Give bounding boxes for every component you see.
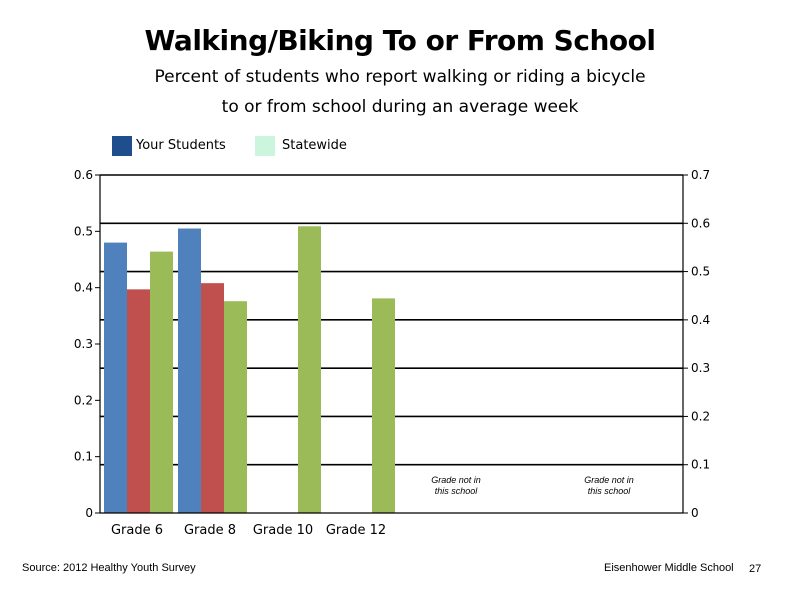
x-axis-category-label: Grade 12 (326, 523, 386, 538)
page-number: 27 (749, 563, 762, 575)
right-axis-tick-label: 0.7 (691, 168, 710, 182)
left-axis-tick-label: 0.1 (74, 450, 93, 464)
left-axis-tick-label: 0.4 (74, 281, 93, 295)
left-axis-tick-label: 0.3 (74, 337, 93, 351)
bar (372, 298, 395, 513)
chart-subtitle-line2: to or from school during an average week (221, 97, 579, 117)
right-axis-tick-label: 0.3 (691, 361, 710, 375)
left-axis-tick-label: 0.2 (74, 393, 93, 407)
school-name: Eisenhower Middle School (604, 562, 734, 574)
bar (178, 228, 201, 513)
right-axis-tick-label: 0.1 (691, 458, 710, 472)
legend-label-your-students: Your Students (136, 138, 226, 153)
x-axis-category-label: Grade 8 (184, 523, 236, 538)
legend-label-statewide: Statewide (282, 138, 347, 153)
x-axis-category-label: Grade 10 (253, 523, 313, 538)
chart-title: Walking/Biking To or From School (144, 24, 656, 57)
annotation-line2: this school (435, 486, 479, 496)
annotation-line2: this school (588, 486, 632, 496)
left-axis-tick-label: 0.6 (74, 168, 93, 182)
bar (104, 242, 127, 513)
legend-swatch-your-students (112, 136, 132, 156)
right-axis-tick-label: 0.6 (691, 216, 710, 230)
bar (201, 283, 224, 513)
chart-subtitle-line1: Percent of students who report walking o… (154, 67, 646, 87)
annotation-line1: Grade not in (431, 475, 481, 485)
source-note: Source: 2012 Healthy Youth Survey (22, 562, 196, 574)
right-axis-tick-label: 0.5 (691, 265, 710, 279)
annotation-line1: Grade not in (584, 475, 634, 485)
right-axis-tick-label: 0.2 (691, 409, 710, 423)
left-axis-tick-label: 0.5 (74, 224, 93, 238)
right-axis-tick-label: 0.4 (691, 313, 710, 327)
bar (150, 251, 173, 513)
x-axis-category-label: Grade 6 (111, 523, 163, 538)
bar (298, 226, 321, 513)
legend-swatch-statewide (255, 136, 275, 156)
right-axis-tick-label: 0 (691, 506, 699, 520)
bar (224, 301, 247, 513)
bar (127, 289, 150, 513)
left-axis-tick-label: 0 (85, 506, 93, 520)
